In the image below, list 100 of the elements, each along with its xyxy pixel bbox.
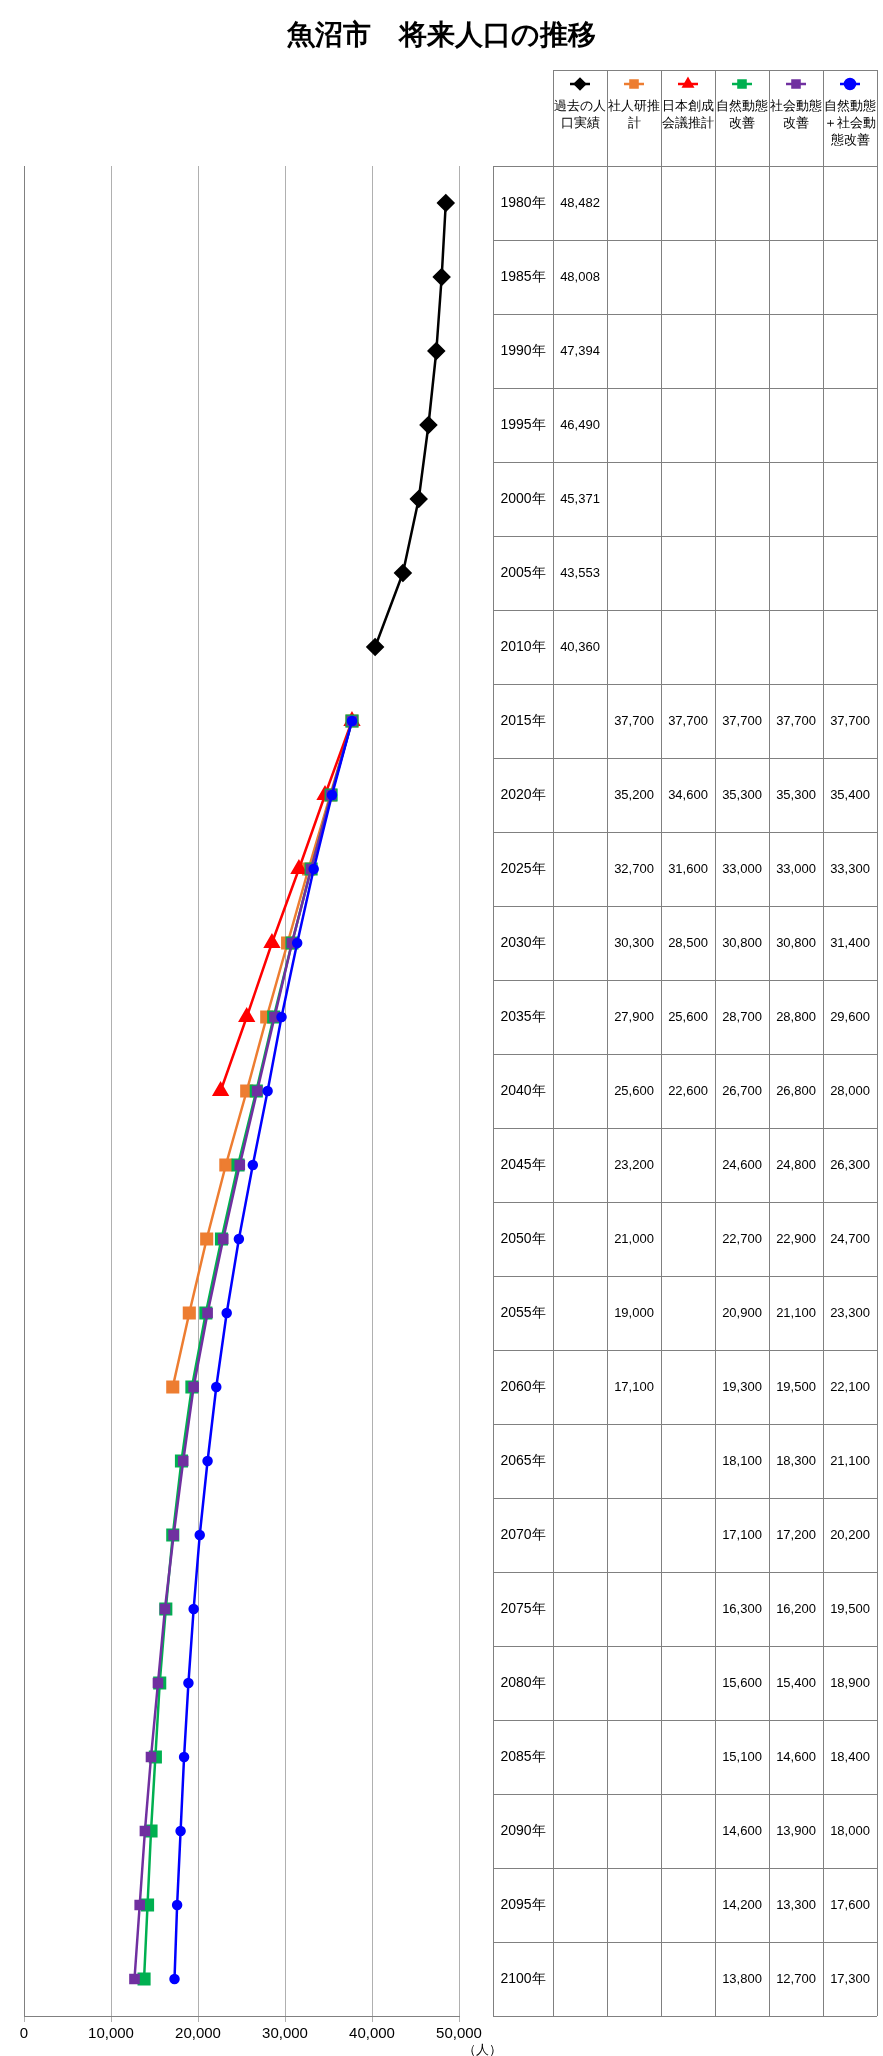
y-tick-label: 1985年 [500, 267, 546, 284]
data-label: 31,600 [668, 860, 708, 876]
data-label: 23,200 [614, 1156, 654, 1172]
data-label: 13,800 [722, 1970, 762, 1986]
y-tick-label: 2030年 [500, 933, 546, 950]
data-label: 14,600 [776, 1748, 816, 1764]
data-label: 24,700 [830, 1230, 870, 1246]
data-label: 19,000 [614, 1304, 654, 1320]
data-label: 16,200 [776, 1600, 816, 1616]
data-label: 35,200 [614, 786, 654, 802]
data-label: 31,400 [830, 934, 870, 950]
data-label: 23,300 [830, 1304, 870, 1320]
data-label: 46,490 [560, 416, 600, 432]
legend-label: 自然動態＋社会動態改善 [824, 97, 876, 147]
data-label: 24,600 [722, 1156, 762, 1172]
data-label: 21,000 [614, 1230, 654, 1246]
y-tick-label: 2055年 [500, 1303, 546, 1320]
data-label: 30,800 [722, 934, 762, 950]
data-label: 37,700 [776, 712, 816, 728]
y-tick-label: 1990年 [500, 341, 546, 358]
y-tick-label: 2035年 [500, 1007, 546, 1024]
data-label: 17,100 [722, 1526, 762, 1542]
y-tick-label: 2040年 [500, 1081, 546, 1098]
data-label: 35,300 [722, 786, 762, 802]
legend-label: 自然動態改善 [716, 97, 768, 130]
y-tick-label: 2065年 [500, 1451, 546, 1468]
x-tick-label: 10,000 [88, 2024, 134, 2042]
y-tick-label: 2005年 [500, 563, 546, 580]
data-label: 17,300 [830, 1970, 870, 1986]
x-axis-title: （人） [463, 2041, 502, 2056]
data-label: 33,000 [722, 860, 762, 876]
data-label: 21,100 [830, 1452, 870, 1468]
data-label: 30,300 [614, 934, 654, 950]
data-label: 15,400 [776, 1674, 816, 1690]
y-tick-label: 2060年 [500, 1377, 546, 1394]
y-tick-label: 2075年 [500, 1599, 546, 1616]
data-label: 19,300 [722, 1378, 762, 1394]
data-label: 15,100 [722, 1748, 762, 1764]
data-label: 37,700 [722, 712, 762, 728]
data-label: 45,371 [560, 490, 600, 506]
data-label: 28,700 [722, 1008, 762, 1024]
data-label: 17,200 [776, 1526, 816, 1542]
x-tick-label: 30,000 [262, 2024, 308, 2042]
y-tick-label: 2045年 [500, 1155, 546, 1172]
data-label: 29,600 [830, 1008, 870, 1024]
y-tick-label: 2025年 [500, 859, 546, 876]
y-tick-label: 2070年 [500, 1525, 546, 1542]
data-label: 13,300 [776, 1896, 816, 1912]
data-label: 15,600 [722, 1674, 762, 1690]
data-label: 26,300 [830, 1156, 870, 1172]
data-label: 30,800 [776, 934, 816, 950]
y-tick-label: 2000年 [500, 489, 546, 506]
data-label: 20,900 [722, 1304, 762, 1320]
y-tick-label: 2015年 [500, 711, 546, 728]
x-tick-label: 50,000 [436, 2024, 482, 2042]
data-label: 28,500 [668, 934, 708, 950]
y-tick-label: 2080年 [500, 1673, 546, 1690]
data-label: 37,700 [668, 712, 708, 728]
chart-title: 魚沼市 将来人口の推移 [286, 18, 596, 50]
data-label: 22,600 [668, 1082, 708, 1098]
data-label: 37,700 [614, 712, 654, 728]
data-label: 32,700 [614, 860, 654, 876]
data-label: 22,700 [722, 1230, 762, 1246]
data-label: 35,300 [776, 786, 816, 802]
data-label: 19,500 [830, 1600, 870, 1616]
data-label: 48,482 [560, 194, 600, 210]
data-label: 22,100 [830, 1378, 870, 1394]
x-tick-label: 20,000 [175, 2024, 221, 2042]
x-tick-label: 40,000 [349, 2024, 395, 2042]
data-label: 26,700 [722, 1082, 762, 1098]
data-label: 43,553 [560, 564, 600, 580]
y-tick-label: 2085年 [500, 1747, 546, 1764]
legend-label: 日本創成会議推計 [662, 97, 714, 130]
data-label: 17,600 [830, 1896, 870, 1912]
y-tick-label: 2050年 [500, 1229, 546, 1246]
data-label: 47,394 [560, 342, 600, 358]
y-tick-label: 2095年 [500, 1895, 546, 1912]
data-label: 18,400 [830, 1748, 870, 1764]
data-label: 35,400 [830, 786, 870, 802]
y-tick-label: 2100年 [500, 1969, 546, 1986]
data-label: 33,300 [830, 860, 870, 876]
data-label: 37,700 [830, 712, 870, 728]
data-label: 48,008 [560, 268, 600, 284]
data-label: 13,900 [776, 1822, 816, 1838]
data-label: 24,800 [776, 1156, 816, 1172]
y-tick-label: 1980年 [500, 193, 546, 210]
data-label: 18,300 [776, 1452, 816, 1468]
data-label: 14,200 [722, 1896, 762, 1912]
data-label: 21,100 [776, 1304, 816, 1320]
legend-label: 社会動態改善 [770, 97, 822, 130]
x-tick-label: 0 [19, 2024, 29, 2042]
data-label: 27,900 [614, 1008, 654, 1024]
data-label: 18,000 [830, 1822, 870, 1838]
y-tick-label: 1995年 [500, 415, 546, 432]
data-label: 22,900 [776, 1230, 816, 1246]
y-tick-label: 2010年 [500, 637, 546, 654]
data-label: 20,200 [830, 1526, 870, 1542]
data-label: 28,800 [776, 1008, 816, 1024]
data-label: 25,600 [614, 1082, 654, 1098]
data-label: 18,900 [830, 1674, 870, 1690]
